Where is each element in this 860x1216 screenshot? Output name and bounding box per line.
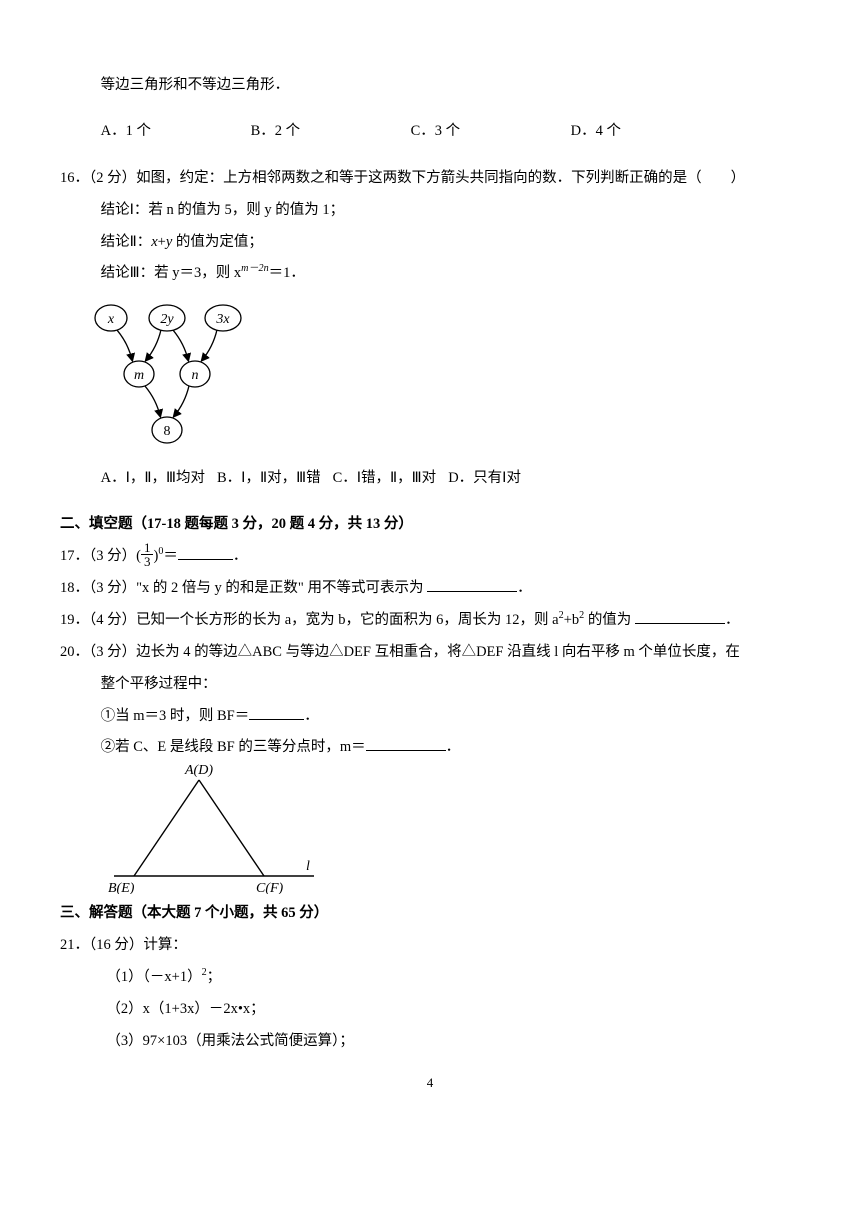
svg-text:3x: 3x [215, 312, 230, 327]
q16-diagram: x 2y 3x m n 8 [60, 296, 800, 448]
q18: 18．（3 分）"x 的 2 倍与 y 的和是正数" 用不等式可表示为 ． [60, 573, 800, 605]
q18-blank [427, 578, 517, 592]
q21-p3: （3）97×103（用乘法公式简便运算）； [60, 1026, 800, 1058]
svg-text:2y: 2y [160, 312, 174, 327]
svg-text:A(D): A(D) [184, 764, 213, 778]
continuation-choices: A．1 个 B．2 个 C．3 个 D．4 个 [60, 116, 800, 148]
svg-text:x: x [107, 312, 115, 327]
svg-text:m: m [134, 368, 144, 383]
q16-s2: 结论Ⅱ：x+y 的值为定值； [60, 227, 800, 259]
svg-text:B(E): B(E) [108, 881, 135, 894]
q20-i1-blank [249, 706, 304, 720]
section2-heading: 二、填空题（17-18 题每题 3 分，20 题 4 分，共 13 分） [60, 509, 800, 541]
section3-heading: 三、解答题（本大题 7 个小题，共 65 分） [60, 898, 800, 930]
q21-p1: （1）（－x+1）2； [60, 962, 800, 994]
q19-blank [635, 610, 725, 624]
q17-blank [178, 546, 233, 560]
q20-i2-blank [366, 737, 446, 751]
q20-i2: ②若 C、E 是线段 BF 的三等分点时，m＝． [60, 732, 800, 764]
q20-l1: 20．（3 分）边长为 4 的等边△ABC 与等边△DEF 互相重合，将△DEF… [60, 637, 800, 669]
q20-i1: ①当 m＝3 时，则 BF＝． [60, 701, 800, 733]
continuation-tail: 等边三角形和不等边三角形． [60, 70, 800, 102]
q21-head: 21．（16 分）计算： [60, 930, 800, 962]
svg-text:C(F): C(F) [256, 881, 284, 894]
q16-s1: 结论Ⅰ：若 n 的值为 5，则 y 的值为 1； [60, 195, 800, 227]
svg-text:8: 8 [164, 424, 171, 439]
q20-l2: 整个平移过程中： [60, 669, 800, 701]
q16-choices: A．Ⅰ，Ⅱ，Ⅲ均对 B．Ⅰ，Ⅱ对，Ⅲ错 C．Ⅰ错，Ⅱ，Ⅲ对 D．只有Ⅰ对 [60, 463, 800, 495]
q17: 17．（3 分）(13)0＝． [60, 541, 800, 573]
svg-text:n: n [192, 368, 199, 383]
svg-text:l: l [306, 859, 310, 874]
q21-p2: （2）x（1+3x）－2x•x； [60, 994, 800, 1026]
q16-s3: 结论Ⅲ：若 y＝3，则 xm－2n＝1． [60, 258, 800, 290]
q19: 19．（4 分）已知一个长方形的长为 a，宽为 b，它的面积为 6，周长为 12… [60, 605, 800, 637]
q20-diagram: A(D) B(E) C(F) l [60, 764, 800, 894]
page-number: 4 [60, 1076, 800, 1089]
q16-label: 16．（2 分）如图，约定：上方相邻两数之和等于这两数下方箭头共同指向的数．下列… [60, 163, 800, 195]
